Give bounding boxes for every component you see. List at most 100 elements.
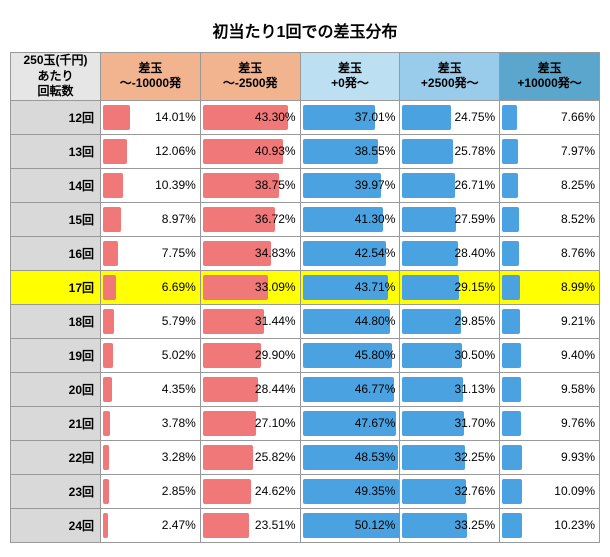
cell-value: 24.75% [454,110,495,124]
row-label: 20回 [11,372,101,406]
cell-value: 28.40% [454,246,495,260]
bar [502,173,518,198]
page-title: 初当たり1回での差玉分布 [10,18,600,42]
cell: 38.75% [200,168,300,202]
cell: 25.82% [200,440,300,474]
row-label: 14回 [11,168,101,202]
cell-value: 40.93% [255,144,296,158]
cell: 34.83% [200,236,300,270]
bar [103,513,108,538]
cell: 33.09% [200,270,300,304]
cell: 8.25% [500,168,600,202]
bar [502,377,521,402]
cell-value: 36.72% [255,212,296,226]
bar [402,139,452,164]
cell-value: 27.10% [255,416,296,430]
cell-value: 25.82% [255,450,296,464]
cell: 3.28% [101,440,201,474]
cell-value: 32.25% [454,450,495,464]
cell-value: 44.80% [355,314,396,328]
cell: 9.21% [500,304,600,338]
cell: 50.12% [300,508,400,542]
row-label: 13回 [11,134,101,168]
row-header: 250玉(千円)あたり回転数 [11,53,101,101]
cell-value: 31.44% [255,314,296,328]
bar [103,343,113,368]
bar [203,479,251,504]
cell: 12.06% [101,134,201,168]
cell: 46.77% [300,372,400,406]
row-label: 19回 [11,338,101,372]
distribution-table: 250玉(千円)あたり回転数 差玉〜-10000発差玉〜-2500発差玉+0発〜… [10,52,600,543]
row-label: 18回 [11,304,101,338]
row-label: 16回 [11,236,101,270]
cell-value: 8.25% [561,178,595,192]
cell: 45.80% [300,338,400,372]
bar [103,241,118,266]
cell-value: 9.58% [561,382,595,396]
bar [402,241,458,266]
cell-value: 46.77% [355,382,396,396]
cell: 10.23% [500,508,600,542]
cell: 2.47% [101,508,201,542]
cell: 7.75% [101,236,201,270]
cell-value: 9.76% [561,416,595,430]
cell: 31.70% [400,406,500,440]
table-row: 16回7.75%34.83%42.54%28.40%8.76% [11,236,600,270]
cell: 47.67% [300,406,400,440]
cell-value: 45.80% [355,348,396,362]
cell-value: 50.12% [355,518,396,532]
cell-value: 39.97% [355,178,396,192]
row-label: 22回 [11,440,101,474]
cell-value: 38.75% [255,178,296,192]
bar [103,309,114,334]
cell-value: 25.78% [454,144,495,158]
cell: 10.09% [500,474,600,508]
cell: 30.50% [400,338,500,372]
table-row: 22回3.28%25.82%48.53%32.25%9.93% [11,440,600,474]
cell: 40.93% [200,134,300,168]
table-row: 19回5.02%29.90%45.80%30.50%9.40% [11,338,600,372]
bar [502,207,519,232]
cell: 9.40% [500,338,600,372]
cell: 27.10% [200,406,300,440]
bar [502,445,521,470]
bar [502,275,520,300]
table-row: 15回8.97%36.72%41.30%27.59%8.52% [11,202,600,236]
cell-value: 7.97% [561,144,595,158]
cell: 39.97% [300,168,400,202]
row-label: 21回 [11,406,101,440]
bar [103,479,109,504]
cell: 49.35% [300,474,400,508]
cell-value: 47.67% [355,416,396,430]
cell-value: 4.35% [162,382,196,396]
bar [203,513,249,538]
bar [103,105,130,130]
cell: 7.97% [500,134,600,168]
cell: 5.79% [101,304,201,338]
cell: 9.76% [500,406,600,440]
cell: 25.78% [400,134,500,168]
bar [502,309,520,334]
cell-value: 33.09% [255,280,296,294]
cell: 44.80% [300,304,400,338]
row-label: 24回 [11,508,101,542]
cell: 29.15% [400,270,500,304]
cell: 5.02% [101,338,201,372]
cell: 29.85% [400,304,500,338]
cell-value: 10.09% [554,484,595,498]
col-header-0: 差玉〜-10000発 [101,53,201,101]
cell: 33.25% [400,508,500,542]
cell-value: 5.02% [162,348,196,362]
bar [502,513,522,538]
cell: 43.30% [200,100,300,134]
cell-value: 9.21% [561,314,595,328]
bar [402,173,454,198]
table-row: 12回14.01%43.30%37.01%24.75%7.66% [11,100,600,134]
bar [502,139,518,164]
cell: 14.01% [101,100,201,134]
cell: 36.72% [200,202,300,236]
cell-value: 28.44% [255,382,296,396]
cell: 3.78% [101,406,201,440]
cell-value: 32.76% [454,484,495,498]
